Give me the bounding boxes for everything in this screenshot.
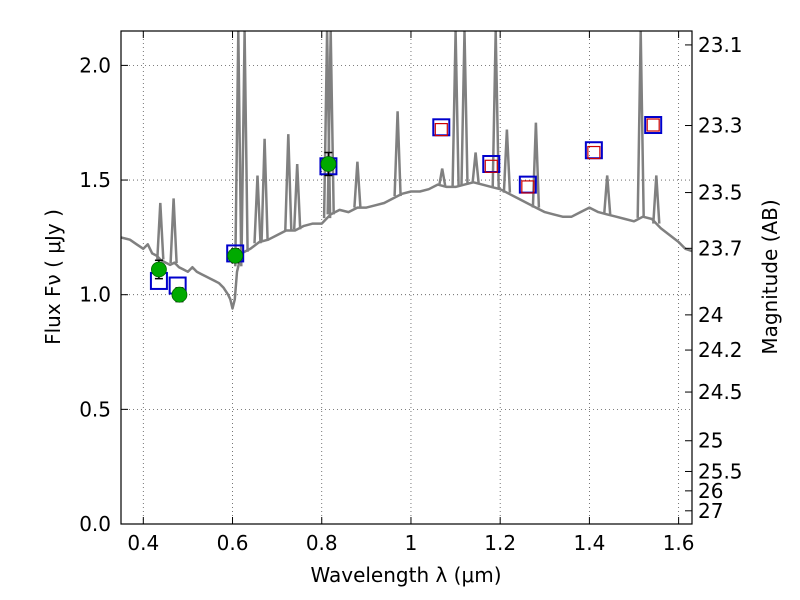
y-tick-label: 2.0 <box>79 53 111 77</box>
emission-line-spike <box>169 198 178 264</box>
y2-tick-label: 25 <box>698 429 723 453</box>
y-tick-label: 0.0 <box>79 512 111 536</box>
y2-tick-label: 23.1 <box>698 33 743 57</box>
upper-limit-marker <box>521 180 535 194</box>
upper-limit-marker <box>484 159 498 173</box>
y2-tick-label: 25.5 <box>698 459 743 483</box>
x-tick-label: 0.8 <box>306 531 338 555</box>
emission-line-spike <box>652 175 661 224</box>
emission-line-spike <box>240 31 249 252</box>
observed-point <box>320 156 337 172</box>
y2-axis-title: Magnitude (AB) <box>758 199 782 354</box>
x-tick-label: 1.2 <box>484 531 516 555</box>
observed-point <box>151 261 167 278</box>
x-tick-label: 0.6 <box>217 531 249 555</box>
emission-line-spike <box>460 31 469 185</box>
emission-line-spike <box>393 111 402 197</box>
y2-tick-label: 27 <box>698 499 723 523</box>
emission-line-spike <box>284 134 293 231</box>
y-tick-label: 1.0 <box>79 283 111 307</box>
y2-tick-label: 23.7 <box>698 236 743 260</box>
model-filter-marker <box>644 116 663 135</box>
x-axis-title: Wavelength λ (μm) <box>310 563 501 587</box>
sed-model-line <box>121 181 692 310</box>
emission-line-spike <box>451 31 460 187</box>
emission-line-spike <box>353 161 362 208</box>
plot-data <box>121 31 692 310</box>
x-tick-label: 0.4 <box>127 531 159 555</box>
emission-line-spike <box>292 163 302 230</box>
y2-tick-label: 23.5 <box>698 181 743 205</box>
emission-line-spike <box>491 31 500 189</box>
axis-ticks: 0.4 0.6 0.8 1 1.2 1.4 1.6 0.0 0.5 1.0 1.5 2.0 23.1 23… <box>79 31 743 555</box>
emission-line-spike <box>437 168 447 187</box>
y2-tick-label: 24 <box>698 303 723 327</box>
y-tick-label: 0.5 <box>79 397 111 421</box>
y2-tick-label: 24.5 <box>698 380 743 404</box>
upper-limit-marker <box>646 118 660 132</box>
emission-line-spike <box>260 138 269 241</box>
emission-line-spike <box>156 202 165 260</box>
emission-line-spike <box>602 175 612 215</box>
x-tick-label: 1.4 <box>573 531 605 555</box>
upper-limit-marker <box>434 122 448 137</box>
emission-line-spike <box>636 31 645 218</box>
upper-limit-marker <box>587 145 601 160</box>
x-tick-label: 1.6 <box>663 531 695 555</box>
y2-tick-label: 23.3 <box>698 114 743 138</box>
observed-point <box>171 286 188 303</box>
emission-line-spike <box>234 31 243 267</box>
x-tick-label: 1 <box>405 531 418 555</box>
emission-line-spike <box>531 122 541 208</box>
emission-line-spike <box>502 129 512 193</box>
observed-point <box>227 247 244 264</box>
emission-line-spike <box>471 152 480 184</box>
y-axis-title: Flux Fν ( μJy ) <box>41 209 65 345</box>
y2-tick-label: 24.2 <box>698 338 743 362</box>
y2-tick-label: 26 <box>698 479 723 503</box>
emission-line-spike <box>253 175 262 244</box>
plot-frame <box>120 30 693 525</box>
y-tick-label: 1.5 <box>79 168 111 192</box>
